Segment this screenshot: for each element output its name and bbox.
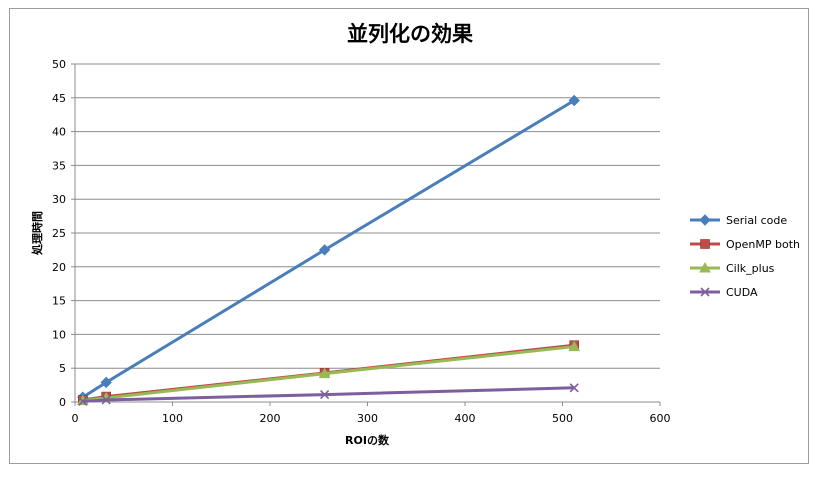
series-line — [82, 345, 575, 403]
triangle-marker — [699, 261, 711, 273]
y-tick-label: 45 — [52, 92, 66, 105]
series-serial-code — [77, 94, 580, 403]
x-tick-label: 400 — [455, 412, 476, 425]
triangle-marker — [568, 340, 581, 352]
triangle-marker — [318, 367, 331, 379]
x-tick-label: 200 — [260, 412, 281, 425]
chart-title: 並列化の効果 — [347, 22, 473, 46]
x-tick-label: 600 — [650, 412, 671, 425]
x-marker — [78, 396, 88, 406]
legend-item: OpenMP both — [690, 238, 800, 251]
gridlines — [75, 63, 660, 403]
x-marker-stroke — [700, 287, 710, 297]
legend-label: Serial code — [726, 214, 787, 227]
y-tick-label: 40 — [52, 126, 66, 139]
legend-item: Serial code — [690, 214, 787, 227]
legend: Serial code OpenMP both Cilk_plus CUDA — [690, 214, 800, 299]
x-marker — [101, 395, 111, 405]
x-marker-stroke — [569, 383, 579, 393]
x-axis-title: ROIの数 — [345, 433, 390, 447]
x-marker-stroke — [320, 389, 330, 400]
x-marker-stroke — [101, 395, 111, 405]
diamond-marker — [100, 376, 112, 389]
series-line — [81, 99, 575, 399]
square-marker — [700, 239, 710, 249]
y-tick-label: 50 — [52, 58, 66, 71]
series-cuda — [78, 383, 579, 406]
x-marker — [569, 383, 579, 393]
x-tick-label: 500 — [552, 412, 573, 425]
legend-label: OpenMP both — [726, 238, 800, 251]
chart-frame — [9, 8, 809, 464]
x-tick-label: 100 — [162, 412, 183, 425]
legend-label: CUDA — [726, 286, 758, 299]
y-tick-label: 25 — [52, 227, 66, 240]
legend-item: CUDA — [690, 286, 758, 299]
y-tick-label: 35 — [52, 159, 66, 172]
x-tick-label: 0 — [72, 412, 79, 425]
y-tick-label: 0 — [59, 396, 66, 409]
legend-label: Cilk_plus — [726, 262, 775, 275]
x-tick-label: 300 — [357, 412, 378, 425]
y-tick-label: 20 — [52, 261, 66, 274]
y-tick-label: 30 — [52, 193, 66, 206]
x-marker — [700, 287, 710, 297]
y-tick-label: 10 — [52, 328, 66, 341]
y-tick-label: 15 — [52, 295, 66, 308]
y-axis-title: 処理時間 — [30, 211, 44, 256]
y-tick-label: 5 — [59, 362, 66, 375]
x-marker — [320, 389, 330, 400]
diamond-marker — [568, 94, 580, 107]
legend-item: Cilk_plus — [690, 261, 775, 275]
diamond-marker — [318, 244, 331, 256]
series-line — [82, 386, 575, 403]
series-layer — [76, 94, 581, 406]
x-marker-stroke — [78, 396, 88, 406]
diamond-marker — [699, 214, 711, 226]
